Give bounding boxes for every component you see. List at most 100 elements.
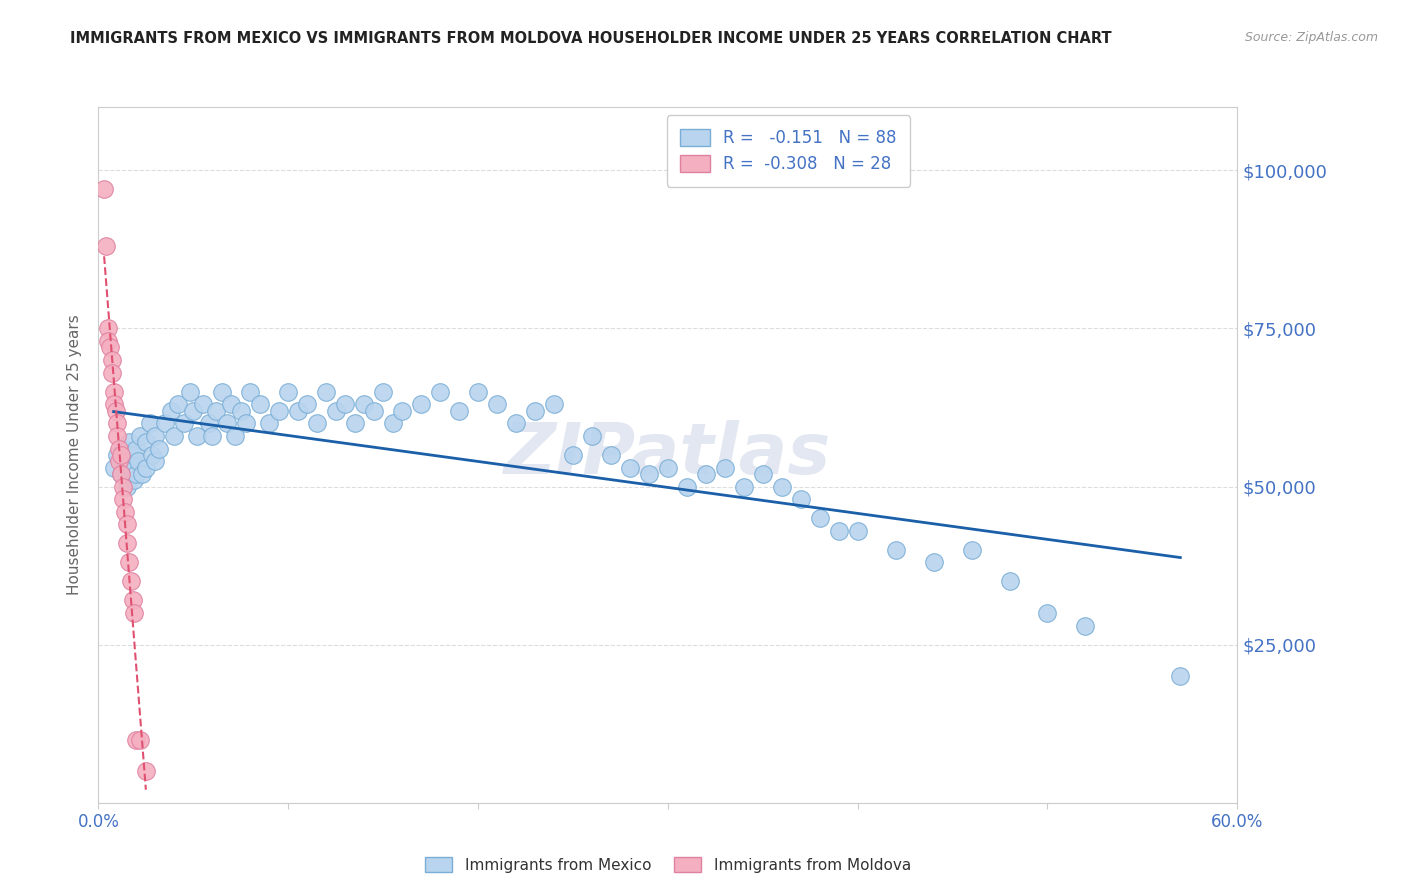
Point <box>191 397 214 411</box>
Point <box>363 403 385 417</box>
Point <box>118 556 141 570</box>
Point <box>211 384 233 399</box>
Point <box>131 467 153 481</box>
Point <box>115 536 138 550</box>
Point <box>97 321 120 335</box>
Point <box>103 397 125 411</box>
Point <box>1074 618 1097 632</box>
Point <box>125 467 148 481</box>
Point <box>94 239 117 253</box>
Point <box>124 606 146 620</box>
Point <box>277 384 299 399</box>
Point <box>120 460 142 475</box>
Point <box>353 397 375 411</box>
Point <box>179 384 201 399</box>
Point <box>135 460 157 475</box>
Point <box>103 384 125 399</box>
Point <box>315 384 337 399</box>
Point <box>141 448 163 462</box>
Point <box>107 417 129 431</box>
Point <box>115 517 138 532</box>
Point <box>287 403 309 417</box>
Point <box>125 442 148 456</box>
Point <box>100 366 122 380</box>
Point <box>103 460 125 475</box>
Point <box>186 429 208 443</box>
Point <box>524 403 547 417</box>
Point <box>163 429 186 443</box>
Point <box>120 574 142 589</box>
Point <box>846 524 869 538</box>
Text: IMMIGRANTS FROM MEXICO VS IMMIGRANTS FROM MOLDOVA HOUSEHOLDER INCOME UNDER 25 YE: IMMIGRANTS FROM MEXICO VS IMMIGRANTS FRO… <box>70 31 1112 46</box>
Point <box>998 574 1021 589</box>
Point <box>239 384 262 399</box>
Point <box>115 479 138 493</box>
Point <box>167 397 190 411</box>
Point <box>114 454 136 468</box>
Point <box>249 397 271 411</box>
Point <box>657 460 679 475</box>
Point <box>638 467 661 481</box>
Point <box>305 417 328 431</box>
Point <box>197 417 219 431</box>
Point <box>808 511 831 525</box>
Point <box>205 403 228 417</box>
Point <box>125 732 148 747</box>
Point <box>449 403 471 417</box>
Text: ZIPatlas: ZIPatlas <box>505 420 831 490</box>
Point <box>505 417 527 431</box>
Point <box>391 403 413 417</box>
Point <box>98 340 121 354</box>
Point <box>733 479 755 493</box>
Point <box>343 417 366 431</box>
Point <box>619 460 641 475</box>
Point <box>229 403 252 417</box>
Point <box>676 479 699 493</box>
Point <box>224 429 246 443</box>
Point <box>118 435 141 450</box>
Point <box>267 403 290 417</box>
Point <box>770 479 793 493</box>
Point <box>110 467 132 481</box>
Point <box>1170 669 1192 683</box>
Point <box>112 442 135 456</box>
Point <box>108 442 131 456</box>
Point <box>145 454 167 468</box>
Point <box>148 442 170 456</box>
Y-axis label: Householder Income Under 25 years: Householder Income Under 25 years <box>67 315 83 595</box>
Point <box>107 448 129 462</box>
Point <box>110 448 132 462</box>
Point <box>714 460 737 475</box>
Point <box>108 454 131 468</box>
Point <box>121 593 143 607</box>
Point <box>790 492 813 507</box>
Point <box>153 417 176 431</box>
Point <box>960 542 983 557</box>
Point <box>107 429 129 443</box>
Point <box>543 397 565 411</box>
Point <box>127 454 149 468</box>
Point <box>922 556 945 570</box>
Point <box>581 429 603 443</box>
Point <box>695 467 717 481</box>
Legend: Immigrants from Mexico, Immigrants from Moldova: Immigrants from Mexico, Immigrants from … <box>419 850 917 879</box>
Point <box>217 417 239 431</box>
Point <box>93 182 115 196</box>
Point <box>297 397 319 411</box>
Point <box>129 732 152 747</box>
Point <box>1036 606 1059 620</box>
Point <box>145 429 167 443</box>
Point <box>429 384 451 399</box>
Point <box>112 492 135 507</box>
Point <box>562 448 585 462</box>
Point <box>828 524 851 538</box>
Point <box>121 448 143 462</box>
Text: Source: ZipAtlas.com: Source: ZipAtlas.com <box>1244 31 1378 45</box>
Point <box>201 429 224 443</box>
Point <box>371 384 394 399</box>
Point <box>138 417 160 431</box>
Point <box>325 403 347 417</box>
Point <box>159 403 181 417</box>
Point <box>467 384 489 399</box>
Point <box>124 473 146 487</box>
